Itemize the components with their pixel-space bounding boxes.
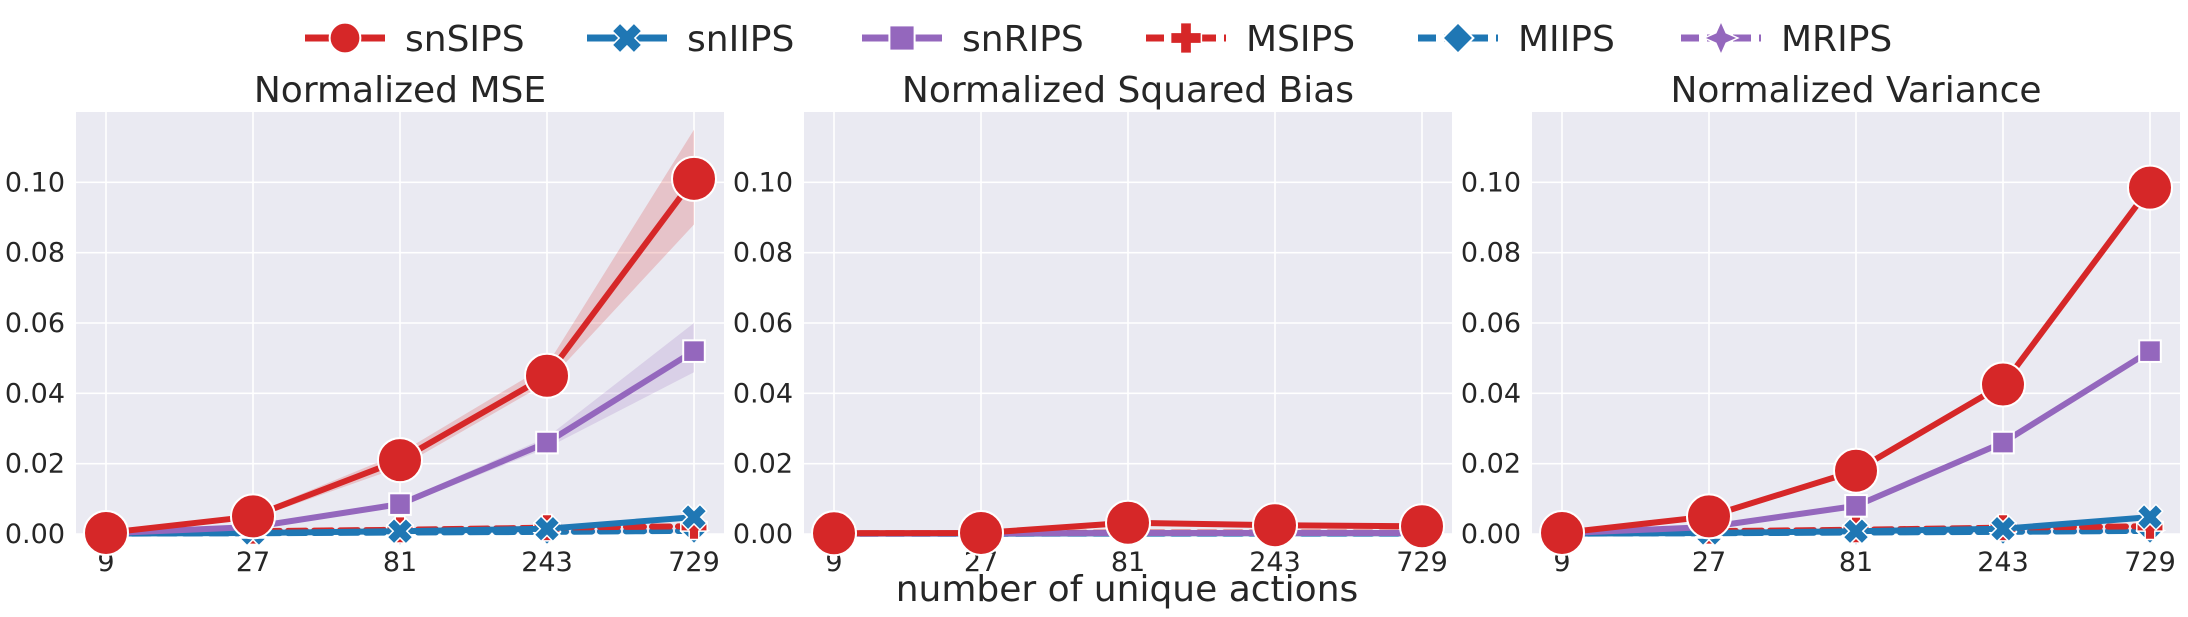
x-tick-label: 243 xyxy=(1249,547,1301,578)
y-tick-label: 0.02 xyxy=(1461,449,1521,480)
y-tick-label: 0.04 xyxy=(733,378,793,409)
y-tick-label: 0.00 xyxy=(5,519,65,550)
legend-marker-msips xyxy=(1169,21,1203,55)
panels: 9 27 81 243 7290.000.020.040.060.080.10Norma… xyxy=(5,70,2180,578)
point-snsips xyxy=(1686,493,1732,540)
x-tick-label: 729 xyxy=(1396,547,1448,578)
panel-normalized-variance: 9 27 81 243 7290.000.020.040.060.080.10Norma… xyxy=(1461,70,2180,578)
x-tick-label: 729 xyxy=(668,547,720,578)
point-snsips xyxy=(811,510,857,557)
y-tick-label: 0.08 xyxy=(5,238,65,269)
x-tick-label: 81 xyxy=(383,547,417,578)
point-sniips xyxy=(533,514,561,543)
point-snsips xyxy=(1539,509,1585,556)
point-snrips xyxy=(682,339,706,363)
point-snsips xyxy=(1252,502,1298,549)
legend: snSIPS snIIPS snRIPS MSIPS MIIPS MRIPS xyxy=(305,19,1892,60)
y-tick-label: 0.02 xyxy=(733,449,793,480)
y-tick-label: 0.10 xyxy=(733,167,793,198)
y-tick-label: 0.04 xyxy=(5,378,65,409)
x-tick-label: 729 xyxy=(2124,547,2176,578)
point-snsips xyxy=(671,155,717,202)
panel-title: Normalized Squared Bias xyxy=(902,70,1354,111)
band-snrips xyxy=(106,323,694,534)
y-tick-label: 0.10 xyxy=(1461,167,1521,198)
point-snsips xyxy=(377,437,423,484)
y-tick-label: 0.06 xyxy=(5,308,65,339)
y-tick-label: 0.02 xyxy=(5,449,65,480)
point-snrips xyxy=(535,430,559,455)
panel-title: Normalized MSE xyxy=(254,70,546,111)
panel-normalized-mse: 9 27 81 243 7290.000.020.040.060.080.10Norma… xyxy=(5,70,724,578)
y-tick-label: 0.08 xyxy=(1461,238,1521,269)
x-tick-label: 243 xyxy=(1977,547,2029,578)
legend-entry-snsips: snSIPS xyxy=(305,19,525,60)
x-tick-label: 27 xyxy=(1692,547,1726,578)
panel-normalized-squared-bias: 9 27 81 243 7290.000.020.040.060.080.10Norma… xyxy=(733,70,1452,578)
point-sniips xyxy=(1989,514,2017,543)
x-tick-label: 27 xyxy=(236,547,270,578)
legend-label-sniips: snIIPS xyxy=(687,19,794,60)
point-sniips xyxy=(1842,517,1870,545)
legend-entry-mrips: MRIPS xyxy=(1681,19,1892,60)
legend-entry-snrips: snRIPS xyxy=(862,19,1084,60)
legend-marker-snrips xyxy=(888,24,916,52)
y-tick-label: 0.06 xyxy=(1461,308,1521,339)
point-snsips xyxy=(958,509,1004,556)
legend-entry-sniips: snIIPS xyxy=(587,19,794,60)
point-snrips xyxy=(388,492,412,516)
panel-title: Normalized Variance xyxy=(1670,70,2041,111)
point-snsips xyxy=(1833,447,1879,494)
legend-label-snrips: snRIPS xyxy=(962,19,1084,60)
legend-entry-miips: MIIPS xyxy=(1418,19,1615,60)
point-snsips xyxy=(1980,361,2026,408)
point-snrips xyxy=(1991,430,2015,455)
legend-marker-mrips xyxy=(1702,19,1740,57)
y-tick-label: 0.00 xyxy=(1461,519,1521,550)
y-tick-label: 0.08 xyxy=(733,238,793,269)
legend-label-miips: MIIPS xyxy=(1518,19,1615,60)
y-tick-label: 0.10 xyxy=(5,167,65,198)
point-snrips xyxy=(1844,494,1868,518)
point-snsips xyxy=(1105,499,1151,546)
point-snsips xyxy=(230,493,276,540)
y-tick-label: 0.00 xyxy=(733,519,793,550)
y-tick-label: 0.06 xyxy=(733,308,793,339)
x-tick-label: 243 xyxy=(521,547,573,578)
legend-marker-snsips xyxy=(328,21,362,55)
x-tick-label: 81 xyxy=(1111,547,1145,578)
legend-marker-sniips xyxy=(611,22,643,54)
y-tick-label: 0.04 xyxy=(1461,378,1521,409)
x-tick-label: 81 xyxy=(1839,547,1873,578)
legend-entry-msips: MSIPS xyxy=(1146,19,1355,60)
legend-label-msips: MSIPS xyxy=(1246,19,1355,60)
point-snsips xyxy=(83,509,129,556)
point-snsips xyxy=(1399,503,1445,550)
point-snsips xyxy=(524,352,570,399)
point-snrips xyxy=(2138,339,2162,363)
legend-label-mrips: MRIPS xyxy=(1781,19,1892,60)
legend-label-snsips: snSIPS xyxy=(405,19,525,60)
point-sniips xyxy=(386,517,414,545)
point-snsips xyxy=(2127,164,2173,211)
x-axis-label: number of unique actions xyxy=(896,569,1359,610)
legend-marker-miips xyxy=(1441,21,1475,55)
point-sniips xyxy=(680,503,708,531)
point-sniips xyxy=(2136,503,2164,531)
